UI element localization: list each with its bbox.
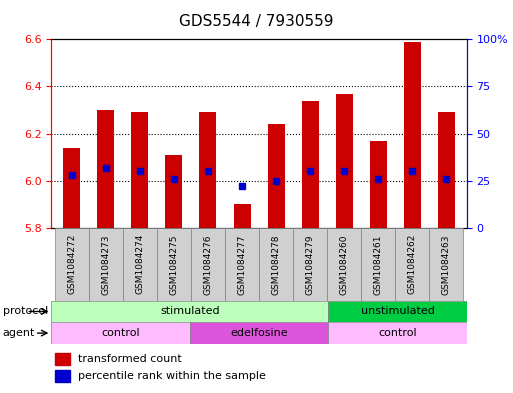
Text: GSM1084279: GSM1084279 <box>306 234 314 294</box>
Text: GSM1084262: GSM1084262 <box>408 234 417 294</box>
FancyBboxPatch shape <box>157 228 191 301</box>
Text: GSM1084276: GSM1084276 <box>204 234 212 294</box>
FancyBboxPatch shape <box>259 228 293 301</box>
Bar <box>131 112 148 228</box>
FancyBboxPatch shape <box>89 228 123 301</box>
FancyBboxPatch shape <box>225 228 259 301</box>
Text: GSM1084277: GSM1084277 <box>238 234 247 294</box>
Bar <box>55 370 70 382</box>
Text: GSM1084278: GSM1084278 <box>271 234 281 294</box>
Text: GSM1084274: GSM1084274 <box>135 234 144 294</box>
Text: GDS5544 / 7930559: GDS5544 / 7930559 <box>179 14 334 29</box>
FancyBboxPatch shape <box>328 322 467 344</box>
FancyBboxPatch shape <box>55 228 89 301</box>
Text: transformed count: transformed count <box>78 354 182 364</box>
FancyBboxPatch shape <box>429 228 463 301</box>
Text: agent: agent <box>3 328 35 338</box>
FancyBboxPatch shape <box>51 301 328 322</box>
Bar <box>233 204 250 228</box>
Text: unstimulated: unstimulated <box>361 307 435 316</box>
FancyBboxPatch shape <box>327 228 361 301</box>
Text: GSM1084275: GSM1084275 <box>169 234 179 294</box>
FancyBboxPatch shape <box>190 322 328 344</box>
Text: GSM1084263: GSM1084263 <box>442 234 451 294</box>
Text: GSM1084273: GSM1084273 <box>101 234 110 294</box>
FancyBboxPatch shape <box>361 228 396 301</box>
Bar <box>63 148 80 228</box>
FancyBboxPatch shape <box>123 228 157 301</box>
Bar <box>370 141 387 228</box>
Bar <box>268 124 285 228</box>
Bar <box>165 155 183 228</box>
Text: edelfosine: edelfosine <box>230 328 288 338</box>
Bar <box>200 112 216 228</box>
Bar <box>336 94 353 228</box>
Text: GSM1084272: GSM1084272 <box>67 234 76 294</box>
Bar <box>97 110 114 228</box>
FancyBboxPatch shape <box>328 301 467 322</box>
Text: percentile rank within the sample: percentile rank within the sample <box>78 371 266 381</box>
Text: control: control <box>378 328 417 338</box>
Bar <box>55 353 70 365</box>
Text: control: control <box>101 328 140 338</box>
Text: protocol: protocol <box>3 307 48 316</box>
Bar <box>302 101 319 228</box>
FancyBboxPatch shape <box>191 228 225 301</box>
FancyBboxPatch shape <box>293 228 327 301</box>
FancyBboxPatch shape <box>51 322 190 344</box>
Text: GSM1084260: GSM1084260 <box>340 234 349 294</box>
Bar <box>438 112 455 228</box>
Text: stimulated: stimulated <box>160 307 220 316</box>
Text: GSM1084261: GSM1084261 <box>374 234 383 294</box>
FancyBboxPatch shape <box>396 228 429 301</box>
Bar <box>404 42 421 228</box>
